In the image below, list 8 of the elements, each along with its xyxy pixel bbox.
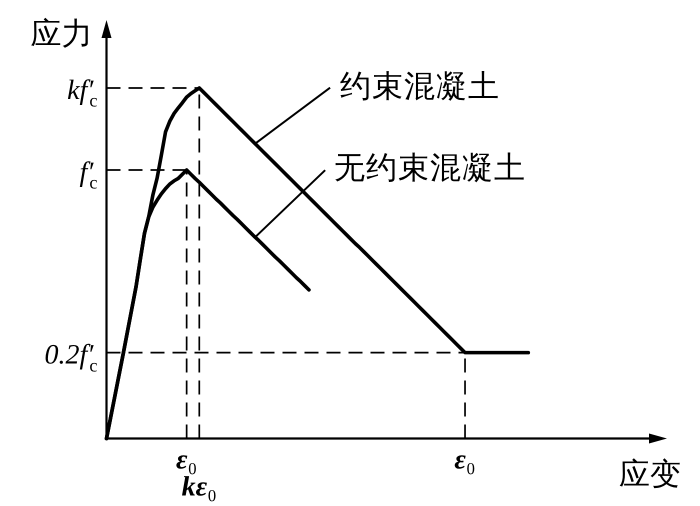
y-axis-title: 应力 bbox=[30, 16, 92, 51]
x-axis-title: 应变 bbox=[619, 456, 681, 492]
text: 无约束混凝土 bbox=[334, 150, 526, 186]
text: 约束混凝土 bbox=[340, 68, 500, 104]
ref-line-label: 0.2f′$_{c}$ bbox=[44, 340, 98, 376]
ref-line-label: kf′$_{c}$ bbox=[67, 75, 98, 111]
x-tick-label: ε₀ bbox=[454, 444, 476, 476]
ref-line-label: f′$_{c}$ bbox=[80, 157, 98, 193]
